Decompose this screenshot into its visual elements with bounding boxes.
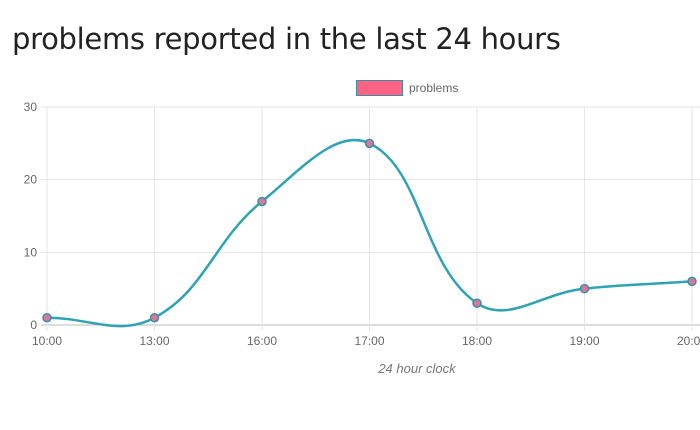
- y-tick-label: 0: [30, 318, 37, 332]
- x-tick-label: 13:00: [139, 334, 169, 348]
- legend-swatch: [356, 80, 403, 96]
- data-point: [364, 138, 375, 149]
- legend-label: problems: [409, 81, 458, 95]
- x-tick-label: 18:00: [462, 334, 492, 348]
- x-tick-label: 16:00: [247, 334, 277, 348]
- x-tick-label: 17:00: [354, 334, 384, 348]
- x-tick-label: 19:00: [569, 334, 599, 348]
- x-tick-label: 10:00: [32, 334, 62, 348]
- data-point: [257, 196, 267, 207]
- data-point: [579, 283, 590, 294]
- data-point: [687, 276, 697, 287]
- chart-title: problems reported in the last 24 hours: [12, 22, 561, 56]
- x-tick-label: 20:00: [677, 334, 700, 348]
- data-point: [149, 312, 160, 323]
- data-point: [42, 312, 52, 323]
- y-tick-label: 30: [24, 100, 38, 114]
- y-tick-label: 20: [24, 173, 38, 187]
- y-tick-label: 10: [24, 245, 38, 259]
- data-point: [472, 298, 482, 308]
- x-axis-label: 24 hour clock: [377, 361, 457, 376]
